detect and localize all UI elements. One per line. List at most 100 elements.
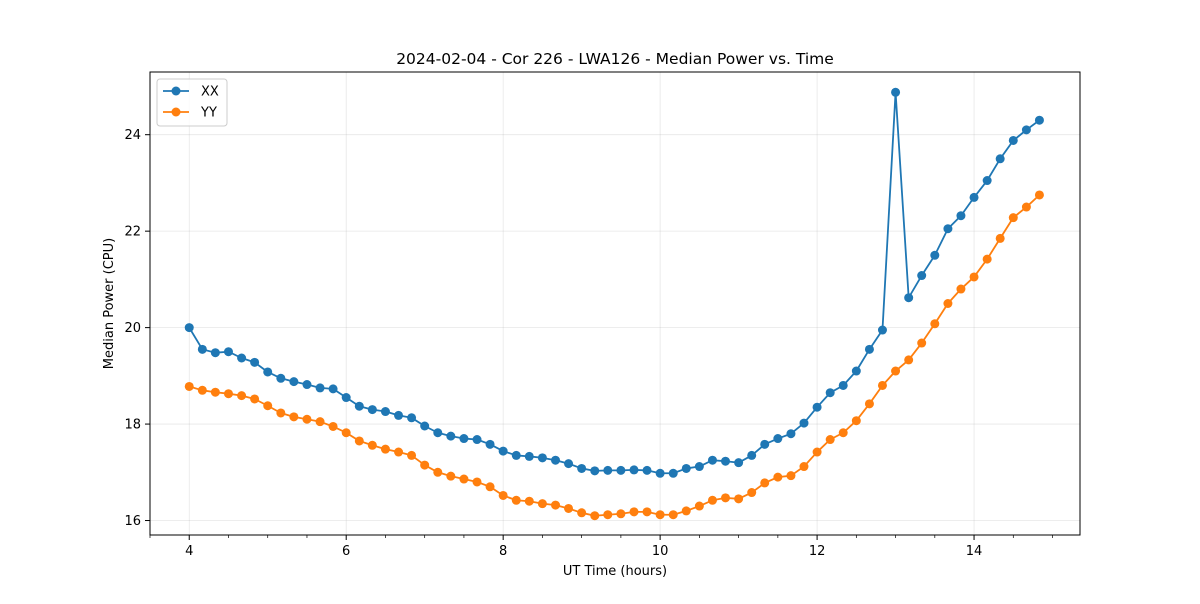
data-point-yy <box>799 462 809 472</box>
data-point-yy <box>315 417 325 427</box>
data-point-yy <box>237 391 247 401</box>
data-point-yy <box>564 503 574 513</box>
data-point-yy <box>459 474 469 484</box>
data-point-yy <box>590 511 600 521</box>
y-tick-label: 22 <box>124 225 141 240</box>
y-tick-label: 16 <box>124 514 141 529</box>
data-point-xx <box>773 434 783 444</box>
data-point-xx <box>891 87 901 97</box>
data-point-yy <box>302 414 312 424</box>
axis-ticks: 4 6 8 10 12 14 16 18 20 22 24 <box>124 128 1053 559</box>
data-point-xx <box>616 465 626 475</box>
data-point-xx <box>472 435 482 445</box>
data-point-xx <box>694 462 704 472</box>
data-point-yy <box>289 412 299 422</box>
data-point-xx <box>511 450 521 460</box>
data-point-xx <box>904 293 914 303</box>
data-point-xx <box>537 453 547 463</box>
data-point-xx <box>407 413 417 423</box>
data-point-xx <box>747 450 757 460</box>
data-point-xx <box>577 463 587 473</box>
x-tick-label: 14 <box>966 544 983 559</box>
data-point-xx <box>590 466 600 476</box>
data-point-yy <box>354 436 364 446</box>
x-tick-label: 6 <box>342 544 350 559</box>
data-point-yy <box>930 319 940 329</box>
x-tick-label: 8 <box>499 544 507 559</box>
data-point-yy <box>577 508 587 518</box>
data-point-xx <box>564 459 574 469</box>
legend-label-xx: XX <box>201 85 219 100</box>
data-point-xx <box>223 347 233 357</box>
plot-area <box>150 72 1080 535</box>
data-point-xx <box>315 383 325 393</box>
data-point-yy <box>707 495 717 505</box>
data-point-yy <box>825 435 835 445</box>
data-point-xx <box>917 271 927 281</box>
data-point-yy <box>367 440 377 450</box>
data-point-xx <box>655 468 665 478</box>
x-axis-label: UT Time (hours) <box>563 564 667 579</box>
data-point-yy <box>668 510 678 520</box>
data-point-xx <box>642 465 652 475</box>
data-point-yy <box>969 272 979 282</box>
data-point-xx <box>734 458 744 468</box>
y-tick-label: 20 <box>124 321 141 336</box>
data-point-xx <box>930 250 940 260</box>
data-point-xx <box>210 348 220 358</box>
data-point-xx <box>825 388 835 398</box>
data-point-yy <box>223 389 233 399</box>
data-point-yy <box>694 501 704 511</box>
data-point-yy <box>891 366 901 376</box>
data-point-xx <box>367 405 377 415</box>
legend: XX YY <box>156 78 228 127</box>
data-point-yy <box>250 394 260 404</box>
data-point-yy <box>812 447 822 457</box>
data-point-xx <box>707 455 717 465</box>
data-point-yy <box>629 507 639 517</box>
chart-title: 2024-02-04 - Cor 226 - LWA126 - Median P… <box>396 50 834 68</box>
data-point-yy <box>1008 213 1018 223</box>
data-point-xx <box>498 446 508 456</box>
data-point-xx <box>943 224 953 234</box>
data-point-xx <box>328 384 338 394</box>
data-point-xx <box>668 468 678 478</box>
data-point-xx <box>380 407 390 417</box>
data-point-yy <box>328 421 338 431</box>
data-point-yy <box>263 401 273 411</box>
data-point-yy <box>394 447 404 457</box>
data-point-yy <box>773 472 783 482</box>
data-point-yy <box>642 507 652 517</box>
data-point-xx <box>420 421 430 431</box>
legend-marker-xx <box>171 86 181 96</box>
y-tick-label: 24 <box>124 128 141 143</box>
data-point-xx <box>237 353 247 363</box>
x-tick-label: 4 <box>185 544 193 559</box>
data-point-yy <box>734 494 744 504</box>
data-point-xx <box>812 402 822 412</box>
data-point-yy <box>407 450 417 460</box>
data-point-yy <box>472 477 482 487</box>
data-point-xx <box>838 380 848 390</box>
legend-label-yy: YY <box>200 106 217 121</box>
data-point-xx <box>184 323 194 333</box>
data-point-xx <box>877 325 887 335</box>
data-point-xx <box>276 373 286 383</box>
data-point-yy <box>485 482 495 492</box>
y-axis-label: Median Power (CPU) <box>102 238 117 369</box>
series-layer <box>184 87 1044 521</box>
data-point-yy <box>747 488 757 498</box>
data-point-xx <box>197 344 207 354</box>
data-point-xx <box>995 154 1005 164</box>
data-point-yy <box>1021 202 1031 212</box>
data-point-yy <box>786 471 796 481</box>
x-tick-label: 10 <box>652 544 669 559</box>
data-point-xx <box>851 366 861 376</box>
data-point-yy <box>995 233 1005 243</box>
data-point-xx <box>354 401 364 411</box>
data-point-xx <box>1021 125 1031 135</box>
data-point-yy <box>498 490 508 500</box>
data-point-yy <box>433 467 443 477</box>
data-point-xx <box>446 431 456 441</box>
